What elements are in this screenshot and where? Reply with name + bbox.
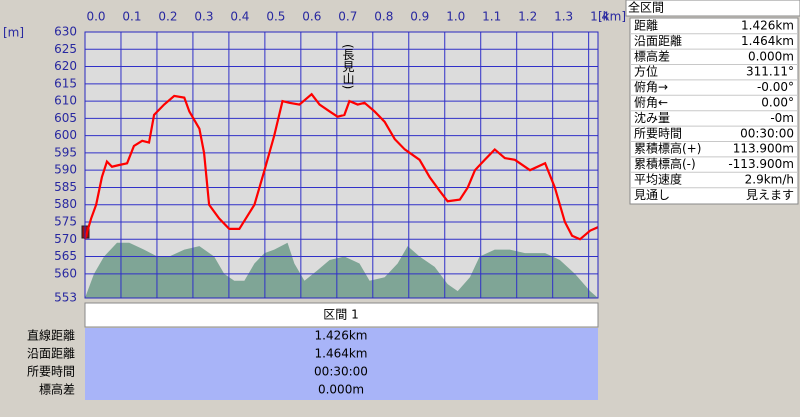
elevation-line — [83, 92, 599, 241]
x-tick-label: 0.3 — [194, 10, 213, 24]
y-tick-label: 605 — [54, 111, 77, 125]
summary-label: 見通し — [634, 188, 670, 202]
x-tick-label: 1.1 — [482, 10, 501, 24]
y-tick-label: 600 — [54, 128, 77, 142]
summary-label: 標高差 — [634, 48, 670, 63]
x-unit: [km] — [598, 10, 626, 24]
y-tick-label: 570 — [54, 232, 77, 246]
section-label: 沿面距離 — [27, 347, 75, 361]
summary-label: 方位 — [634, 64, 658, 79]
section-body — [85, 328, 598, 400]
summary-value: 00:30:00 — [740, 126, 794, 140]
plot-border — [84, 31, 599, 299]
x-tick-label: 0.0 — [86, 10, 105, 24]
y-tick-label: 610 — [54, 94, 77, 108]
x-tick-label: 0.9 — [410, 10, 429, 24]
summary-label: 俯角← — [634, 95, 668, 110]
summary-value: -0.00° — [757, 80, 794, 94]
summary-value: 見えます — [746, 188, 794, 202]
summary-title: 全区間 — [628, 0, 664, 15]
y-tick-label: 595 — [54, 145, 77, 159]
y-tick-label: 565 — [54, 249, 77, 263]
summary-label: 沈み量 — [634, 110, 670, 125]
y-tick-label: 590 — [54, 163, 77, 177]
y-tick-label: 580 — [54, 197, 77, 211]
summary-label: 所要時間 — [634, 126, 682, 140]
x-tick-label: 1.3 — [554, 10, 573, 24]
x-tick-label: 1.0 — [446, 10, 465, 24]
x-tick-label: 0.5 — [266, 10, 285, 24]
summary-value: 113.900m — [733, 142, 794, 156]
section-value: 1.426km — [315, 329, 368, 343]
y-tick-label: 585 — [54, 180, 77, 194]
section-label: 所要時間 — [27, 365, 75, 379]
section-value: 00:30:00 — [314, 365, 368, 379]
x-tick-label: 0.6 — [302, 10, 321, 24]
y-tick-label: 553 — [54, 291, 77, 305]
summary-value: 1.426km — [741, 19, 794, 33]
summary-value: 311.11° — [746, 65, 794, 79]
summary-label: 平均速度 — [634, 172, 682, 187]
x-tick-label: 1.4 — [590, 10, 609, 24]
x-tick-label: 0.4 — [230, 10, 249, 24]
summary-value: 1.464km — [741, 34, 794, 48]
summary-value: 0.00° — [761, 96, 794, 110]
x-tick-label: 0.2 — [158, 10, 177, 24]
y-tick-label: 575 — [54, 215, 77, 229]
y-tick-label: 615 — [54, 76, 77, 90]
y-tick-label: 620 — [54, 59, 77, 73]
summary-header — [625, 0, 800, 17]
summary-label: 累積標高(+) — [634, 141, 701, 156]
section-header — [84, 302, 599, 328]
summary-label: 距離 — [634, 19, 658, 33]
summary-label: 沿面距離 — [634, 34, 682, 48]
section-value: 0.000m — [318, 383, 364, 397]
y-tick-label: 630 — [54, 25, 77, 39]
x-tick-label: 1.2 — [518, 10, 537, 24]
summary-value: 0.000m — [748, 49, 794, 63]
summary-label: 累積標高(-) — [634, 156, 696, 171]
section-label: 直線距離 — [27, 328, 75, 343]
section-label: 標高差 — [39, 382, 75, 397]
section-value: 1.464km — [315, 347, 368, 361]
y-unit: [m] — [3, 26, 24, 40]
summary-value: -113.900m — [728, 157, 794, 171]
x-tick-label: 0.7 — [338, 10, 357, 24]
y-tick-label: 625 — [54, 42, 77, 56]
y-tick-label: 560 — [54, 266, 77, 280]
summary-value: 2.9km/h — [745, 173, 794, 187]
x-tick-label: 0.8 — [374, 10, 393, 24]
annotation: (長見山) — [341, 44, 355, 89]
summary-label: 俯角→ — [634, 79, 668, 94]
x-tick-label: 0.1 — [122, 10, 141, 24]
summary-value: -0m — [770, 111, 794, 125]
section-title: 区間 1 — [323, 308, 358, 322]
